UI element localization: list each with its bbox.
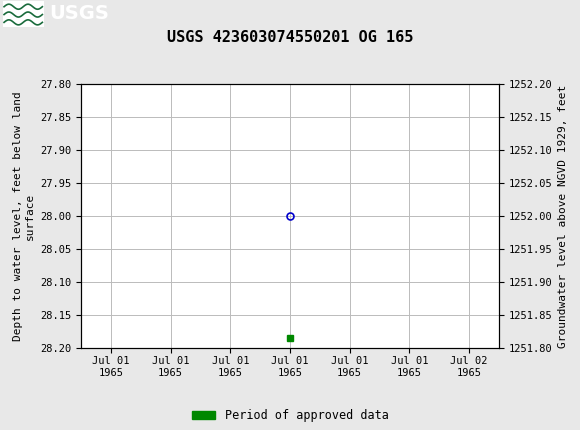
Y-axis label: Depth to water level, feet below land
surface: Depth to water level, feet below land su… [13,91,35,341]
Text: USGS: USGS [49,4,109,24]
Text: USGS 423603074550201 OG 165: USGS 423603074550201 OG 165 [167,30,413,45]
FancyBboxPatch shape [3,1,43,27]
Y-axis label: Groundwater level above NGVD 1929, feet: Groundwater level above NGVD 1929, feet [558,84,568,348]
Legend: Period of approved data: Period of approved data [187,405,393,427]
